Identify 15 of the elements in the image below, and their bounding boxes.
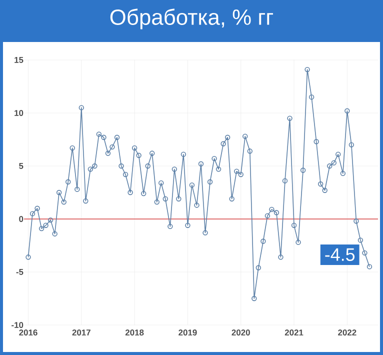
annotation: -4.5 — [325, 248, 355, 261]
x-tick-label: 2020 — [232, 330, 250, 336]
y-tick-label: 15 — [14, 57, 24, 63]
y-tick-label: -10 — [12, 322, 24, 328]
x-tick-label: 2022 — [338, 330, 356, 336]
chart-title: Обработка, % гг — [110, 8, 274, 30]
x-tick-label: 2019 — [178, 330, 197, 336]
y-tick-label: 5 — [19, 163, 24, 169]
y-tick-label: 0 — [19, 216, 24, 222]
x-tick-label: 2016 — [19, 330, 38, 336]
x-tick-label: 2018 — [125, 330, 144, 336]
x-tick-label: 2017 — [72, 330, 90, 336]
y-tick-label: 10 — [14, 110, 24, 116]
y-tick-label: -5 — [16, 269, 24, 275]
x-tick-label: 2021 — [284, 330, 304, 336]
